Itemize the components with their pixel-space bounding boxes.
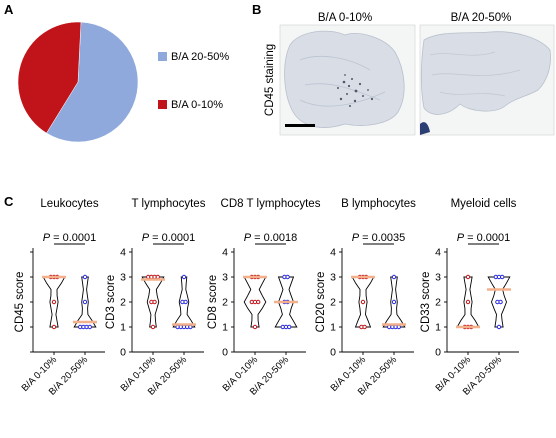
- y-tick-label: 3: [120, 272, 126, 284]
- data-point: [285, 274, 290, 280]
- y-tick-label: 2: [120, 297, 126, 309]
- y-tick-label: 3: [330, 272, 336, 284]
- data-point: [150, 324, 156, 330]
- data-point: [391, 299, 397, 305]
- y-tick-label: 2: [435, 297, 441, 309]
- y-axis-label: CD33 score: [420, 272, 432, 333]
- data-point: [256, 299, 261, 305]
- legend-swatch-0: [158, 52, 167, 61]
- panel-title: B lymphocytes: [341, 198, 416, 210]
- legend-swatch-1: [158, 100, 167, 109]
- pie-legend: B/A 20-50% B/A 0-10%: [158, 51, 229, 111]
- scale-bar: [285, 124, 315, 127]
- y-axis-label: CD20 score: [315, 272, 327, 333]
- y-tick-label: 1: [330, 322, 336, 334]
- data-point: [500, 274, 505, 280]
- y-axis-label: CD3 score: [105, 275, 117, 329]
- data-point: [396, 324, 401, 330]
- y-axis-label: CD45 score: [14, 272, 26, 333]
- y-tick-label: 2: [222, 297, 228, 309]
- pie-chart: [17, 21, 139, 143]
- y-tick-label: 2: [330, 297, 336, 309]
- data-point: [51, 299, 57, 305]
- p-value: P = 0.0001: [43, 232, 97, 244]
- tissue-section-left: [284, 30, 405, 128]
- y-tick-label: 0: [435, 347, 441, 359]
- y-tick-label: 0: [120, 347, 126, 359]
- p-value: P = 0.0001: [142, 232, 196, 244]
- tissue-section-right: [420, 31, 551, 115]
- data-point: [287, 324, 292, 330]
- image-right-label: B/A 20-50%: [451, 12, 512, 24]
- data-point: [181, 274, 187, 280]
- tissue-edge-dark: [420, 122, 430, 135]
- data-point: [87, 324, 93, 330]
- y-tick-label: 3: [222, 272, 228, 284]
- data-point: [188, 324, 193, 330]
- pie-slice-low: [17, 21, 82, 134]
- tissue-texture-right: [429, 51, 521, 97]
- y-tick-label: 0: [222, 347, 228, 359]
- y-tick-label: 4: [435, 247, 441, 259]
- panel-b-letter: B: [252, 2, 261, 17]
- panel-title: Myeloid cells: [451, 198, 517, 210]
- data-point: [391, 274, 397, 280]
- y-tick-label: 1: [120, 322, 126, 334]
- data-point: [51, 324, 57, 330]
- data-point: [496, 324, 502, 330]
- panel-title: Leukocytes: [40, 198, 98, 210]
- data-point: [252, 324, 258, 330]
- p-value: P = 0.0001: [457, 232, 511, 244]
- y-tick-label: 3: [435, 272, 441, 284]
- y-tick-label: 1: [435, 322, 441, 334]
- micrograph-right: [419, 24, 555, 136]
- p-value: P = 0.0035: [352, 232, 406, 244]
- image-left-label: B/A 0-10%: [318, 12, 372, 24]
- data-point: [152, 299, 157, 305]
- data-point: [465, 299, 471, 305]
- y-tick-label: 4: [330, 247, 336, 259]
- panel-a-letter: A: [4, 2, 14, 17]
- data-point: [498, 299, 503, 305]
- data-point: [155, 274, 161, 280]
- y-tick-label: 0: [330, 347, 336, 359]
- cd45-positive-cells: [337, 74, 374, 107]
- micrograph-left: [279, 24, 416, 136]
- data-point: [465, 274, 471, 280]
- panel-title: CD8 T lymphocytes: [221, 198, 321, 210]
- data-point: [362, 324, 367, 330]
- panel-c-letter: C: [4, 194, 14, 209]
- y-tick-label: 1: [222, 322, 228, 334]
- data-point: [360, 299, 366, 305]
- p-value: P = 0.0018: [244, 232, 298, 244]
- tissue-texture-left: [299, 55, 386, 107]
- legend-label-0: B/A 20-50%: [171, 51, 229, 63]
- y-tick-label: 4: [222, 247, 228, 259]
- y-axis-label: CD8 score: [207, 275, 219, 329]
- pie-slice-high: [46, 21, 139, 143]
- legend-label-1: B/A 0-10%: [171, 99, 223, 111]
- data-point: [183, 299, 188, 305]
- violin-panel-3: CD8 T lymphocytes 0 1 2 3 4 CD8 score P = 0.001…: [207, 198, 321, 398]
- image-ylabel: CD45 staining: [264, 44, 276, 116]
- data-point: [82, 274, 88, 280]
- y-tick-label: 4: [120, 247, 126, 259]
- data-point: [82, 299, 88, 305]
- panel-title: T lymphocytes: [132, 198, 206, 210]
